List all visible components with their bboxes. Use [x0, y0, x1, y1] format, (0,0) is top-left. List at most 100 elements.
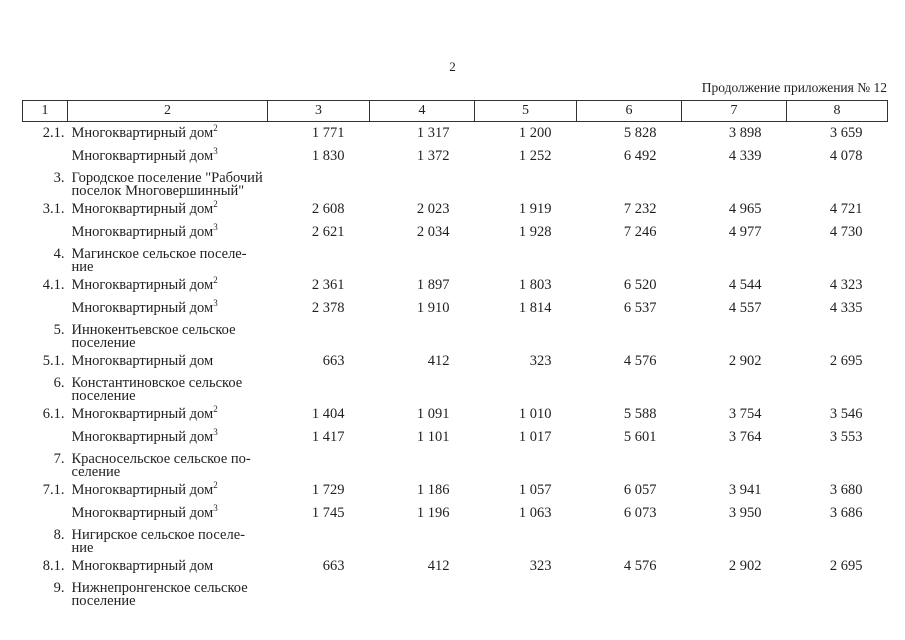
cell-value: 4 965 [728, 201, 762, 217]
cell-value: 323 [529, 353, 552, 369]
row-number: 5.1. [42, 353, 65, 369]
row-label-text: Иннокентьевское сельское поселение [71, 322, 236, 351]
table-row: 6. Константиновское сельское поселение [23, 373, 888, 404]
row-label: Многоквартирный дом [68, 350, 268, 373]
cell-value [370, 168, 475, 198]
footnote-superscript: 3 [213, 298, 218, 309]
cell-value: 4 335 [829, 300, 863, 316]
cell-value: 2 608 [311, 201, 345, 217]
cell-value [577, 244, 682, 274]
cell-value: 4 721 [829, 201, 863, 217]
cell-value [475, 320, 577, 350]
column-header: 7 [681, 100, 787, 122]
row-label-text: Константиновское сельское поселение [71, 375, 243, 404]
row-label: Нигирское сельское поселе- ние [68, 525, 268, 556]
column-header: 8 [786, 100, 888, 122]
row-label-text: Многоквартирный дом [71, 277, 214, 293]
cell-value [370, 244, 475, 274]
cell-value: 3 898 [728, 125, 762, 141]
row-number: 2.1. [42, 125, 65, 141]
row-label-text: Многоквартирный дом [71, 505, 214, 521]
cell-value: 2 621 [311, 224, 345, 240]
footnote-superscript: 3 [213, 503, 218, 514]
footnote-superscript: 2 [213, 199, 218, 210]
table-row: 8. Нигирское сельское поселе- ние [23, 525, 888, 556]
cell-value [787, 525, 888, 555]
cell-value: 3 659 [829, 125, 863, 141]
cell-value: 412 [427, 353, 450, 369]
row-label-text: Многоквартирный дом [71, 558, 214, 574]
cell-value: 1 200 [518, 125, 552, 141]
row-label: Иннокентьевское сельское поселение [68, 320, 268, 351]
cell-value: 3 754 [728, 406, 762, 422]
cell-value: 2 695 [829, 558, 863, 574]
row-number [23, 221, 68, 244]
table-row: 6.1. Многоквартирный дом2 1 404 1 091 1 … [23, 403, 888, 426]
row-label: Красносельское сельское по- селение [68, 449, 268, 480]
table-row: Многоквартирный дом3 2 378 1 910 1 814 6… [23, 297, 888, 320]
cell-value: 663 [322, 353, 345, 369]
cell-value: 1 803 [518, 277, 552, 293]
row-label-text: Многоквартирный дом [71, 125, 214, 141]
row-label-text: Нигирское сельское поселе- ние [71, 527, 245, 556]
cell-value [682, 578, 787, 608]
cell-value: 3 680 [829, 482, 863, 498]
cell-value [577, 320, 682, 350]
cell-value: 4 557 [728, 300, 762, 316]
cell-value [682, 525, 787, 555]
cell-value [682, 168, 787, 198]
cell-value [787, 320, 888, 350]
cell-value: 2 695 [829, 353, 863, 369]
cell-value [475, 373, 577, 403]
cell-value: 1 919 [518, 201, 552, 217]
row-label: Многоквартирный дом2 [68, 198, 268, 221]
cell-value: 1 417 [311, 429, 345, 445]
cell-value: 1 317 [416, 125, 450, 141]
cell-value: 4 544 [728, 277, 762, 293]
row-number: 7.1. [42, 482, 65, 498]
cell-value: 2 034 [416, 224, 450, 240]
cell-value: 1 091 [416, 406, 450, 422]
row-number [23, 297, 68, 320]
cell-value [268, 449, 370, 479]
column-header: 2 [67, 100, 268, 122]
row-number [23, 502, 68, 525]
cell-value: 1 928 [518, 224, 552, 240]
row-label: Константиновское сельское поселение [68, 373, 268, 404]
cell-value: 1 017 [518, 429, 552, 445]
cell-value [268, 373, 370, 403]
table-body: 2.1. Многоквартирный дом2 1 771 1 317 1 … [23, 122, 888, 609]
cell-value: 4 323 [829, 277, 863, 293]
row-label-text: Многоквартирный дом [71, 353, 214, 369]
cell-value: 1 404 [311, 406, 345, 422]
cell-value [370, 525, 475, 555]
row-label-text: Многоквартирный дом [71, 224, 214, 240]
table-row: 4.1. Многоквартирный дом2 2 361 1 897 1 … [23, 274, 888, 297]
cell-value [268, 320, 370, 350]
cell-value: 4 078 [829, 148, 863, 164]
cell-value: 1 057 [518, 482, 552, 498]
row-label-text: Красносельское сельское по- селение [71, 451, 251, 480]
row-label: Многоквартирный дом2 [68, 479, 268, 502]
cell-value [370, 449, 475, 479]
row-label: Многоквартирный дом2 [68, 122, 268, 146]
row-number [23, 145, 68, 168]
row-label: Многоквартирный дом [68, 555, 268, 578]
row-number: 6.1. [42, 406, 65, 422]
cell-value: 7 232 [623, 201, 657, 217]
footnote-superscript: 2 [213, 404, 218, 415]
column-header: 4 [369, 100, 475, 122]
row-number: 3. [53, 170, 65, 186]
row-number: 9. [53, 580, 65, 596]
column-header: 1 [22, 100, 68, 122]
cell-value: 1 745 [311, 505, 345, 521]
row-label: Многоквартирный дом2 [68, 403, 268, 426]
row-label-text: Многоквартирный дом [71, 406, 214, 422]
cell-value [475, 578, 577, 608]
cell-value: 6 537 [623, 300, 657, 316]
cell-value [577, 525, 682, 555]
cell-value [475, 449, 577, 479]
cell-value [787, 449, 888, 479]
cell-value: 2 902 [728, 353, 762, 369]
cell-value [787, 244, 888, 274]
